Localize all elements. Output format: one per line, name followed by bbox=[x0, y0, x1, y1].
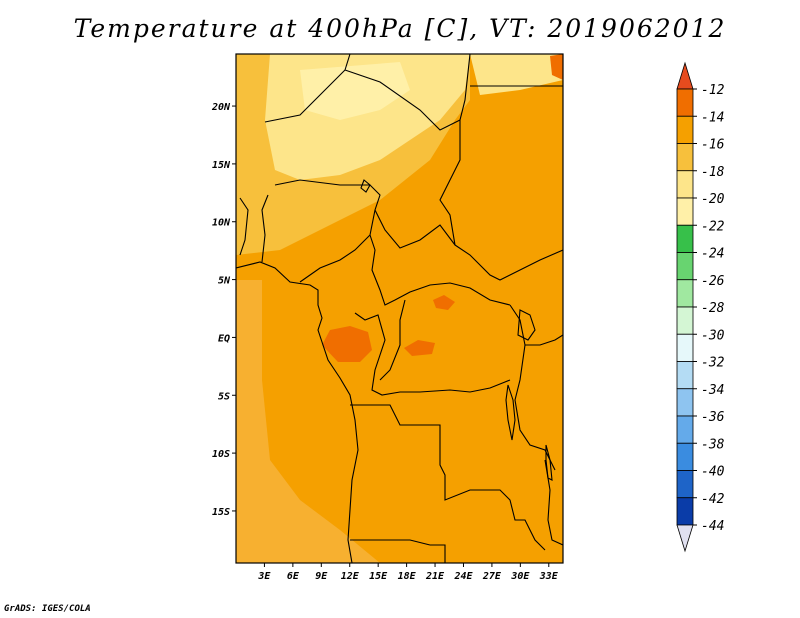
colorbar-label: -24 bbox=[701, 247, 724, 262]
field-northeast-pale bbox=[470, 54, 563, 95]
x-tick-label: 24E bbox=[453, 571, 473, 582]
field-north-palest bbox=[300, 62, 410, 120]
x-tick-label: 6E bbox=[287, 571, 300, 582]
colorbar-swatch bbox=[676, 115, 694, 144]
grads-credit: GrADS: IGES/COLA bbox=[4, 604, 91, 614]
colorbar-label: -14 bbox=[701, 110, 724, 125]
colorbar-swatch bbox=[676, 88, 694, 117]
border-cameroon-car bbox=[369, 234, 511, 306]
x-tick-label: 33E bbox=[539, 571, 559, 582]
colorbar-label: -34 bbox=[701, 383, 724, 398]
colorbar-label: -16 bbox=[701, 138, 725, 153]
border-chad-sudan bbox=[439, 120, 563, 281]
x-tick-label: 18E bbox=[398, 571, 417, 582]
border-benin-togo bbox=[261, 194, 269, 263]
colorbar-swatch bbox=[676, 279, 694, 308]
colorbar-label: -42 bbox=[701, 492, 725, 507]
west-coastline bbox=[236, 261, 359, 563]
colorbar-swatch bbox=[676, 306, 694, 335]
border-malawi bbox=[544, 459, 563, 546]
colorbar-label: -44 bbox=[701, 519, 724, 534]
country-boundaries bbox=[236, 54, 563, 563]
lake-chad bbox=[360, 179, 371, 193]
y-tick-label: 15S bbox=[212, 507, 230, 518]
border-uganda-kenya bbox=[525, 334, 563, 346]
colorbar-swatch bbox=[676, 497, 694, 526]
x-tick-label: 3E bbox=[257, 571, 271, 582]
border-niger-libya bbox=[344, 54, 471, 131]
border-algeria-mali bbox=[264, 54, 351, 123]
colorbar-swatch bbox=[676, 197, 694, 226]
border-ghana bbox=[239, 197, 249, 256]
border-congo-drc bbox=[379, 299, 406, 381]
field-west-coast bbox=[236, 280, 380, 563]
colorbar-swatch bbox=[676, 415, 694, 444]
colorbar-swatch bbox=[676, 252, 694, 281]
y-tick-label: 20N bbox=[211, 102, 231, 113]
border-east-lakes bbox=[509, 304, 556, 471]
colorbar-label: -32 bbox=[701, 356, 725, 371]
border-angola-namibia bbox=[350, 539, 431, 546]
warm-patch-congo bbox=[404, 340, 435, 356]
x-tick-label: 27E bbox=[482, 571, 502, 582]
colorbar-label: -38 bbox=[701, 437, 725, 452]
lake-victoria bbox=[517, 309, 536, 341]
colorbar-swatch bbox=[676, 224, 694, 253]
border-botswana bbox=[430, 544, 446, 563]
border-chad-car bbox=[374, 209, 456, 249]
warm-patch-egypt bbox=[550, 54, 563, 80]
x-tick-label: 15E bbox=[369, 571, 388, 582]
colorbar-swatch bbox=[676, 442, 694, 471]
colorbar-swatch bbox=[676, 361, 694, 390]
colorbar-label: -30 bbox=[701, 328, 725, 343]
warm-patch-gabon bbox=[322, 326, 372, 362]
colorbar-swatch bbox=[676, 388, 694, 417]
border-congo bbox=[354, 312, 511, 396]
colorbar-swatch bbox=[676, 333, 694, 362]
x-axis: 3E 6E 9E 12E 15E 18E 21E 24E 27E 30E 33E bbox=[257, 563, 559, 582]
lake-tanganyika bbox=[505, 384, 516, 441]
temperature-field bbox=[236, 54, 563, 563]
colorbar-label: -26 bbox=[701, 274, 725, 289]
y-tick-label: 5N bbox=[218, 276, 231, 287]
y-tick-label: 5S bbox=[218, 391, 230, 402]
border-angola-zambia bbox=[350, 404, 546, 551]
lake-malawi bbox=[545, 444, 553, 481]
y-tick-label: 10N bbox=[212, 218, 231, 229]
colorbar-swatch bbox=[676, 470, 694, 499]
y-tick-label: 10S bbox=[212, 449, 230, 460]
colorbar-label: -28 bbox=[701, 301, 725, 316]
y-tick-label: EQ bbox=[218, 333, 230, 344]
colorbar-swatch bbox=[676, 170, 694, 199]
chart-title: Temperature at 400hPa [C], VT: 201906201… bbox=[73, 14, 727, 43]
colorbar-top-arrow bbox=[676, 61, 694, 90]
map-frame bbox=[235, 53, 564, 564]
x-tick-label: 9E bbox=[315, 571, 328, 582]
y-tick-label: 15N bbox=[212, 160, 231, 171]
field-southeast bbox=[430, 220, 563, 563]
colorbar-swatch bbox=[676, 143, 694, 172]
colorbar: -12 -14 -16 -18 -20 -22 -24 -26 -28 -30 -32 -34 -36 -… bbox=[676, 61, 725, 553]
colorbar-label: -36 bbox=[701, 410, 725, 425]
colorbar-bottom-arrow bbox=[676, 524, 694, 553]
colorbar-label: -22 bbox=[701, 219, 725, 234]
colorbar-label: -12 bbox=[701, 83, 725, 98]
colorbar-label: -18 bbox=[701, 165, 725, 180]
y-axis: 20N 15N 10N 5N EQ 5S 10S 15S bbox=[211, 102, 236, 518]
colorbar-label: -20 bbox=[701, 192, 725, 207]
lakes bbox=[360, 179, 553, 481]
x-tick-label: 30E bbox=[510, 571, 530, 582]
colorbar-label: -40 bbox=[701, 465, 725, 480]
x-tick-label: 21E bbox=[425, 571, 445, 582]
x-tick-label: 12E bbox=[341, 571, 360, 582]
warm-patch-car bbox=[433, 295, 455, 310]
